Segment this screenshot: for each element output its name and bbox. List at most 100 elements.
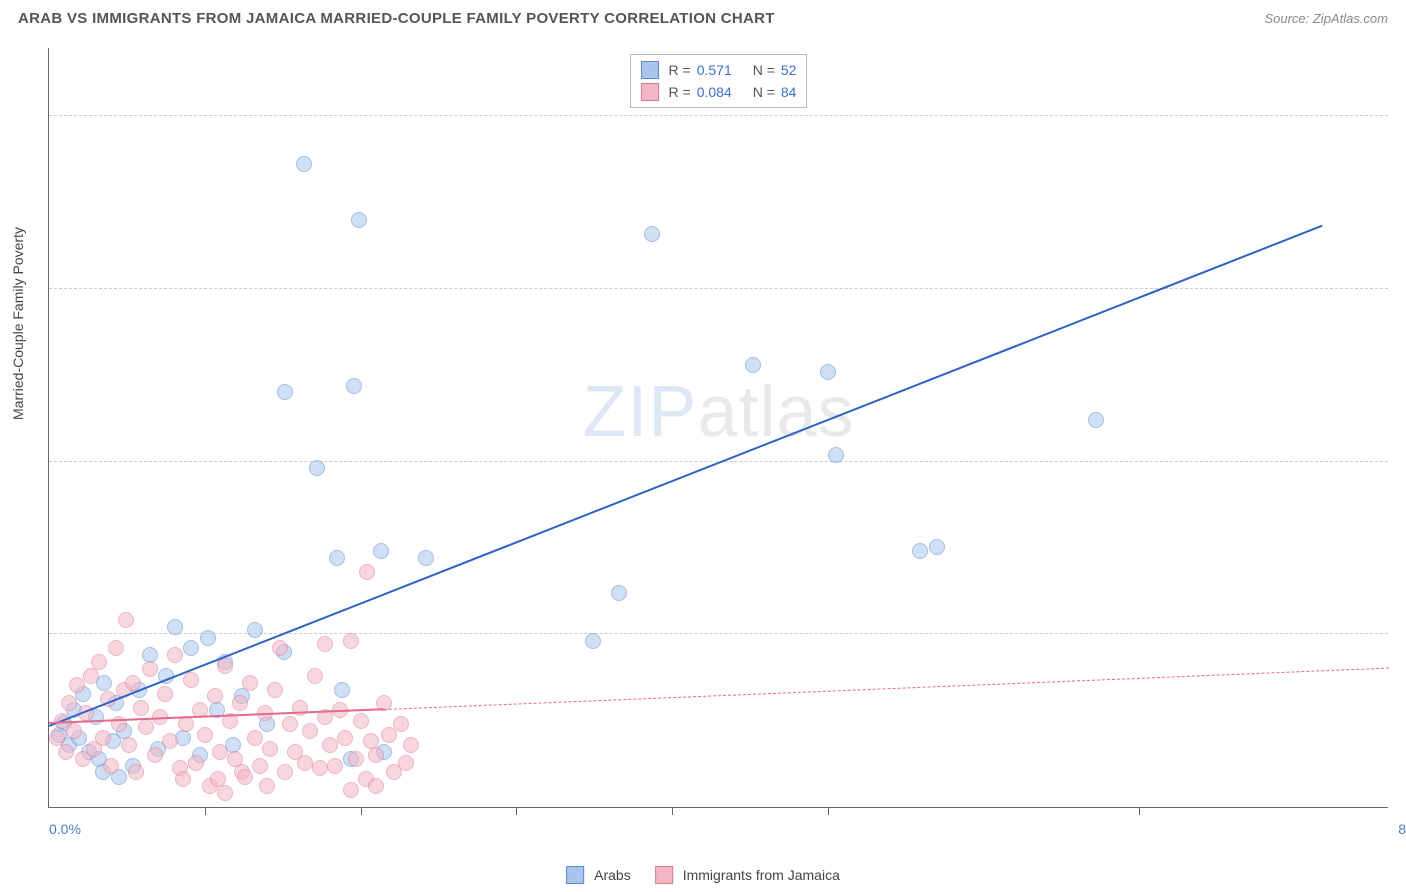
data-point-arabs [929, 539, 945, 555]
data-point-arabs [418, 550, 434, 566]
data-point-immigrants_jamaica [348, 751, 364, 767]
x-tick [672, 807, 673, 815]
x-tick [1139, 807, 1140, 815]
data-point-immigrants_jamaica [212, 744, 228, 760]
data-point-arabs [247, 622, 263, 638]
legend-series: Arabs Immigrants from Jamaica [566, 866, 840, 884]
data-point-arabs [745, 357, 761, 373]
data-point-arabs [167, 619, 183, 635]
chart-header: ARAB VS IMMIGRANTS FROM JAMAICA MARRIED-… [0, 0, 1406, 33]
chart-title: ARAB VS IMMIGRANTS FROM JAMAICA MARRIED-… [18, 10, 775, 27]
n-value: 84 [781, 81, 797, 103]
x-tick [828, 807, 829, 815]
data-point-immigrants_jamaica [207, 688, 223, 704]
data-point-immigrants_jamaica [147, 747, 163, 763]
data-point-arabs [828, 447, 844, 463]
data-point-immigrants_jamaica [343, 633, 359, 649]
legend-swatch [655, 866, 673, 884]
data-point-immigrants_jamaica [125, 675, 141, 691]
data-point-arabs [309, 460, 325, 476]
data-point-arabs [585, 633, 601, 649]
data-point-immigrants_jamaica [277, 764, 293, 780]
x-max-label: 80.0% [1398, 821, 1406, 837]
data-point-immigrants_jamaica [327, 758, 343, 774]
legend-stats-box: R = 0.571 N = 52R = 0.084 N = 84 [630, 54, 808, 108]
data-point-immigrants_jamaica [197, 727, 213, 743]
data-point-immigrants_jamaica [103, 758, 119, 774]
y-tick-label: 12.5% [1396, 626, 1406, 642]
r-value: 0.571 [697, 59, 747, 81]
data-point-immigrants_jamaica [262, 741, 278, 757]
legend-stat-row: R = 0.571 N = 52 [641, 59, 797, 81]
r-value: 0.084 [697, 81, 747, 103]
data-point-immigrants_jamaica [183, 672, 199, 688]
data-point-arabs [611, 585, 627, 601]
data-point-immigrants_jamaica [133, 700, 149, 716]
data-point-immigrants_jamaica [175, 771, 191, 787]
data-point-arabs [373, 543, 389, 559]
legend-stat-row: R = 0.084 N = 84 [641, 81, 797, 103]
x-tick [516, 807, 517, 815]
x-tick [205, 807, 206, 815]
legend-swatch [641, 83, 659, 101]
data-point-immigrants_jamaica [162, 733, 178, 749]
data-point-arabs [644, 226, 660, 242]
legend-item-immigrants_jamaica: Immigrants from Jamaica [655, 866, 840, 884]
legend-swatch [641, 61, 659, 79]
y-tick-label: 37.5% [1396, 281, 1406, 297]
data-point-immigrants_jamaica [368, 747, 384, 763]
data-point-immigrants_jamaica [359, 564, 375, 580]
data-point-arabs [1088, 412, 1104, 428]
data-point-immigrants_jamaica [66, 723, 82, 739]
data-point-immigrants_jamaica [128, 764, 144, 780]
data-point-immigrants_jamaica [317, 636, 333, 652]
data-point-arabs [351, 212, 367, 228]
x-origin-label: 0.0% [49, 821, 81, 837]
data-point-arabs [183, 640, 199, 656]
data-point-immigrants_jamaica [217, 658, 233, 674]
data-point-immigrants_jamaica [267, 682, 283, 698]
data-point-immigrants_jamaica [167, 647, 183, 663]
data-point-immigrants_jamaica [118, 612, 134, 628]
data-point-immigrants_jamaica [95, 730, 111, 746]
n-value: 52 [781, 59, 797, 81]
n-label: N = [753, 81, 775, 103]
data-point-immigrants_jamaica [247, 730, 263, 746]
n-label: N = [753, 59, 775, 81]
data-point-immigrants_jamaica [252, 758, 268, 774]
data-point-immigrants_jamaica [237, 769, 253, 785]
y-tick-label: 50.0% [1396, 108, 1406, 124]
data-point-immigrants_jamaica [259, 778, 275, 794]
source-label: Source: [1264, 11, 1312, 26]
data-point-arabs [912, 543, 928, 559]
data-point-immigrants_jamaica [121, 737, 137, 753]
watermark-part1: ZIP [582, 372, 697, 452]
data-point-arabs [820, 364, 836, 380]
data-point-immigrants_jamaica [142, 661, 158, 677]
data-point-immigrants_jamaica [403, 737, 419, 753]
gridline [49, 288, 1388, 289]
scatter-chart: ZIPatlas R = 0.571 N = 52R = 0.084 N = 8… [48, 48, 1388, 808]
data-point-immigrants_jamaica [398, 755, 414, 771]
data-point-immigrants_jamaica [108, 640, 124, 656]
data-point-arabs [329, 550, 345, 566]
data-point-immigrants_jamaica [322, 737, 338, 753]
legend-label: Immigrants from Jamaica [683, 867, 840, 883]
data-point-arabs [334, 682, 350, 698]
r-label: R = [669, 59, 691, 81]
data-point-immigrants_jamaica [337, 730, 353, 746]
y-axis-label: Married-Couple Family Poverty [10, 227, 26, 420]
r-label: R = [669, 81, 691, 103]
gridline [49, 115, 1388, 116]
data-point-immigrants_jamaica [297, 755, 313, 771]
data-point-immigrants_jamaica [302, 723, 318, 739]
legend-label: Arabs [594, 867, 631, 883]
data-point-immigrants_jamaica [188, 755, 204, 771]
data-point-immigrants_jamaica [217, 785, 233, 801]
source-name: ZipAtlas.com [1313, 11, 1388, 26]
data-point-arabs [200, 630, 216, 646]
trend-line [384, 668, 1389, 710]
trend-line [49, 225, 1323, 727]
y-tick-label: 25.0% [1396, 454, 1406, 470]
data-point-immigrants_jamaica [61, 695, 77, 711]
